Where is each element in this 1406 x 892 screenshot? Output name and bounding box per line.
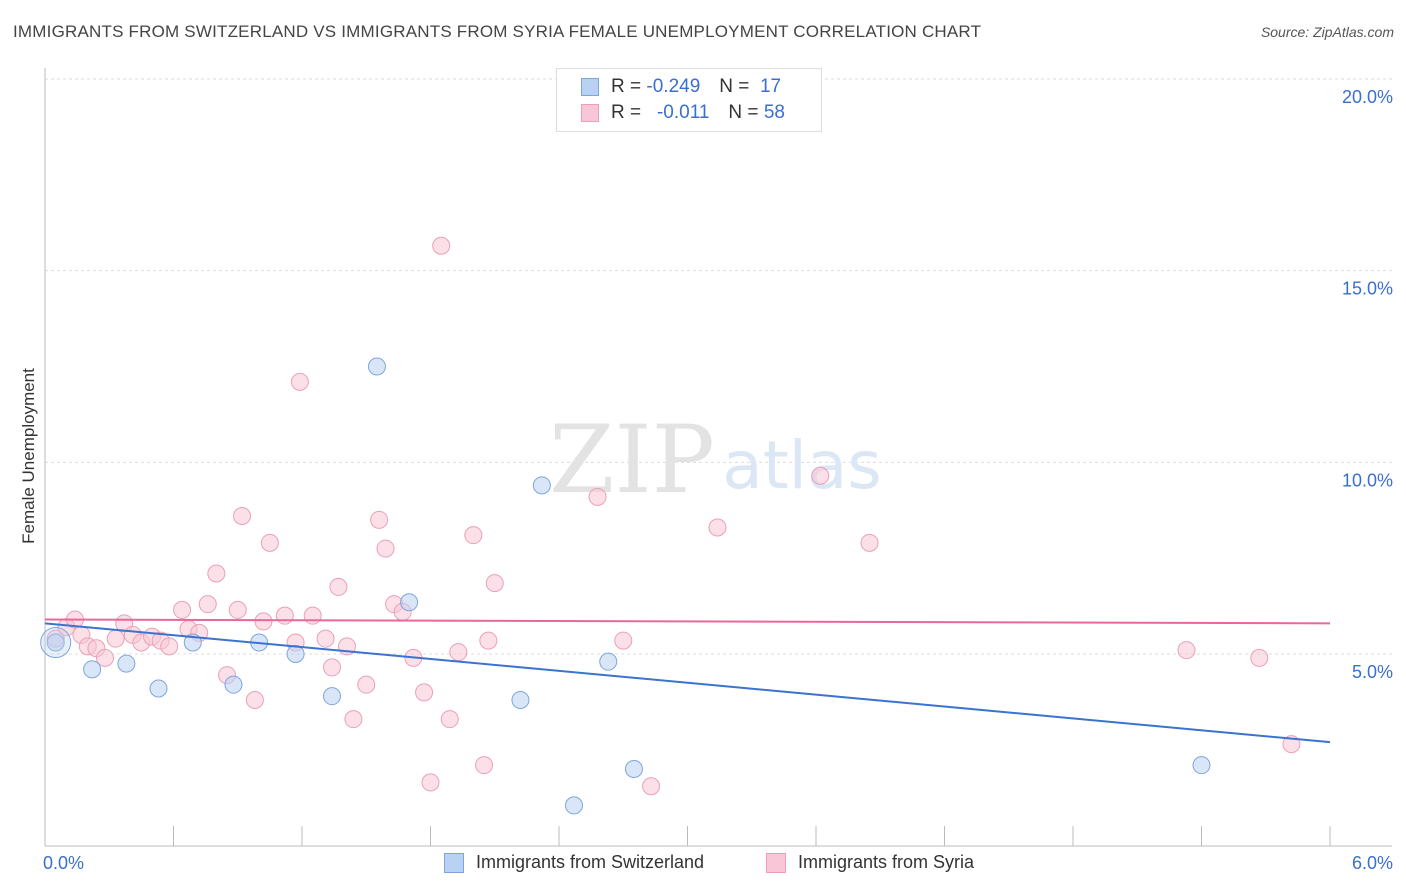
data-point-syria (479, 631, 498, 650)
data-point-syria (1177, 641, 1196, 660)
data-point-syria (860, 533, 879, 552)
data-point-syria (357, 675, 376, 694)
y-tick-label: 20.0% (1342, 87, 1393, 107)
legend-row-syria: R = -0.011 N = 58 (581, 102, 785, 124)
data-point-switzerland (149, 679, 168, 698)
data-point-syria (708, 518, 727, 537)
data-point-cluster (40, 627, 72, 658)
data-point-switzerland (286, 645, 305, 663)
legend-n-value-syria: 58 (763, 102, 785, 123)
data-point-syria (642, 777, 661, 796)
data-point-syria (370, 510, 389, 529)
legend-r-label: R = (611, 102, 642, 123)
data-point-switzerland (117, 654, 136, 673)
legend-r-value-syria: -0.011 (656, 102, 710, 123)
data-point-syria (322, 658, 341, 677)
data-point-syria (160, 637, 179, 656)
data-point-switzerland (511, 691, 530, 709)
watermark-zip: ZIP (549, 406, 715, 515)
data-point-syria (245, 691, 264, 709)
watermark-atlas: atlas (722, 427, 882, 504)
x-tick-label-min: 0.0% (43, 853, 84, 873)
legend-n-value-switzerland: 17 (759, 76, 782, 97)
legend-swatch-switzerland (581, 78, 599, 96)
legend-r-label: R = (611, 76, 642, 97)
data-point-switzerland (46, 633, 65, 652)
data-point-syria (290, 372, 309, 391)
data-point-syria (207, 564, 226, 583)
data-point-syria (329, 577, 348, 596)
data-point-syria (440, 710, 459, 729)
data-point-syria (173, 600, 192, 619)
data-point-syria (475, 756, 494, 775)
y-tick-label: 10.0% (1342, 470, 1393, 490)
data-point-syria (254, 612, 273, 631)
y-axis-label: Female Unemployment (19, 368, 38, 544)
data-point-syria (228, 600, 247, 619)
data-point-switzerland (599, 652, 618, 671)
trend-line-switzerland (44, 622, 1331, 744)
data-point-switzerland (564, 796, 583, 815)
data-point-switzerland (624, 760, 643, 778)
chart-title: IMMIGRANTS FROM SWITZERLAND VS IMMIGRANT… (13, 22, 982, 41)
data-point-syria (303, 606, 322, 625)
source-credit: Source: ZipAtlas.com (1260, 24, 1394, 40)
data-point-syria (614, 631, 633, 650)
data-point-syria (106, 629, 125, 648)
legend-n-label: N = (719, 76, 750, 97)
data-point-syria (421, 773, 440, 792)
correlation-legend: R = -0.249 N = 17 R = -0.011 N = 58 (556, 68, 822, 132)
data-point-syria (95, 648, 114, 667)
data-point-syria (432, 236, 451, 255)
data-point-syria (464, 526, 483, 545)
legend-r-value-switzerland: -0.249 (646, 76, 701, 97)
data-point-switzerland (224, 675, 243, 694)
data-point-switzerland (83, 660, 102, 679)
data-point-syria (588, 487, 607, 506)
bottom-legend-switzerland: Immigrants from Switzerland (444, 852, 704, 873)
data-point-switzerland (322, 687, 341, 706)
bottom-legend-syria: Immigrants from Syria (766, 852, 974, 873)
data-point-syria (376, 539, 395, 558)
legend-n-label: N = (728, 102, 759, 123)
data-point-syria (198, 595, 217, 614)
data-point-switzerland (1192, 756, 1211, 775)
data-point-syria (449, 643, 468, 662)
bottom-label-switzerland: Immigrants from Switzerland (476, 852, 705, 872)
x-tick-label-max: 6.0% (1352, 853, 1393, 873)
legend-swatch-syria (581, 104, 599, 122)
data-point-syria (260, 533, 279, 552)
bottom-label-syria: Immigrants from Syria (798, 852, 975, 872)
data-point-syria (316, 629, 335, 648)
trend-line-syria (44, 618, 1331, 625)
data-point-switzerland (400, 593, 419, 612)
data-point-syria (233, 507, 252, 525)
data-point-syria (811, 466, 830, 485)
legend-row-switzerland: R = -0.249 N = 17 (581, 76, 781, 98)
data-point-switzerland (532, 476, 551, 495)
y-tick-label: 15.0% (1342, 279, 1393, 299)
data-point-syria (344, 710, 363, 729)
data-point-syria (1250, 648, 1269, 667)
data-point-syria (415, 683, 434, 702)
data-point-syria (485, 574, 504, 593)
bottom-swatch-syria (766, 852, 786, 873)
bottom-swatch-switzerland (444, 852, 464, 873)
y-tick-label: 5.0% (1352, 662, 1393, 682)
data-point-switzerland (367, 357, 386, 376)
data-point-syria (275, 606, 294, 625)
